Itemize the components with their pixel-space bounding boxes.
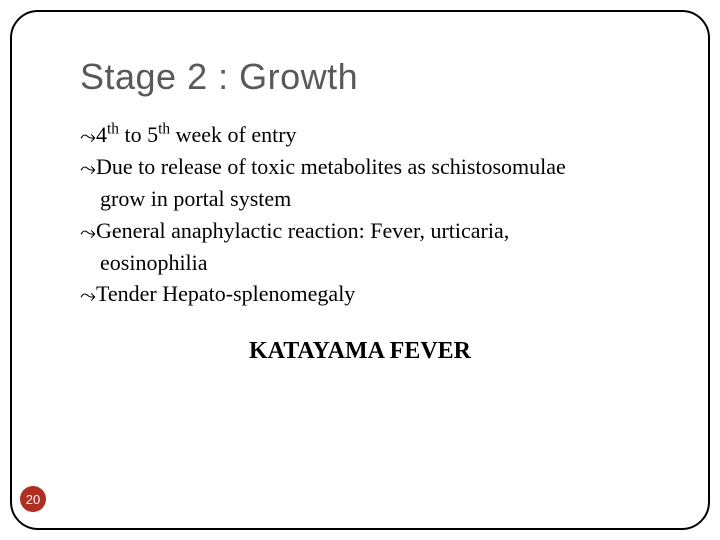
bullet-item-3-cont: eosinophilia [100, 248, 660, 278]
bullet-icon: ⤳ [80, 220, 96, 247]
emphasis-text: KATAYAMA FEVER [0, 338, 720, 365]
bullet-item-1: ⤳4th to 5th week of entry [80, 120, 660, 150]
bullet-text: General anaphylactic reaction: Fever, ur… [96, 218, 509, 243]
bullet-icon: ⤳ [80, 156, 96, 183]
bullet-text: week of entry [170, 122, 296, 147]
page-number-badge: 20 [20, 486, 46, 512]
bullet-text: Tender Hepato-splenomegaly [96, 281, 355, 306]
ordinal-suffix: th [107, 121, 119, 138]
bullet-text: Due to release of toxic metabolites as s… [96, 154, 566, 179]
bullet-icon: ⤳ [80, 124, 96, 151]
bullet-list: ⤳4th to 5th week of entry ⤳Due to releas… [80, 120, 660, 311]
ordinal-suffix: th [158, 121, 170, 138]
bullet-item-2-cont: grow in portal system [100, 184, 660, 214]
bullet-text: to 5 [119, 122, 158, 147]
slide-title: Stage 2 : Growth [80, 56, 358, 98]
bullet-item-4: ⤳Tender Hepato-splenomegaly [80, 279, 660, 309]
page-number: 20 [26, 492, 40, 507]
bullet-item-3: ⤳General anaphylactic reaction: Fever, u… [80, 216, 660, 246]
bullet-item-2: ⤳Due to release of toxic metabolites as … [80, 152, 660, 182]
bullet-text: 4 [96, 122, 107, 147]
slide: Stage 2 : Growth ⤳4th to 5th week of ent… [0, 0, 720, 540]
bullet-icon: ⤳ [80, 283, 96, 310]
